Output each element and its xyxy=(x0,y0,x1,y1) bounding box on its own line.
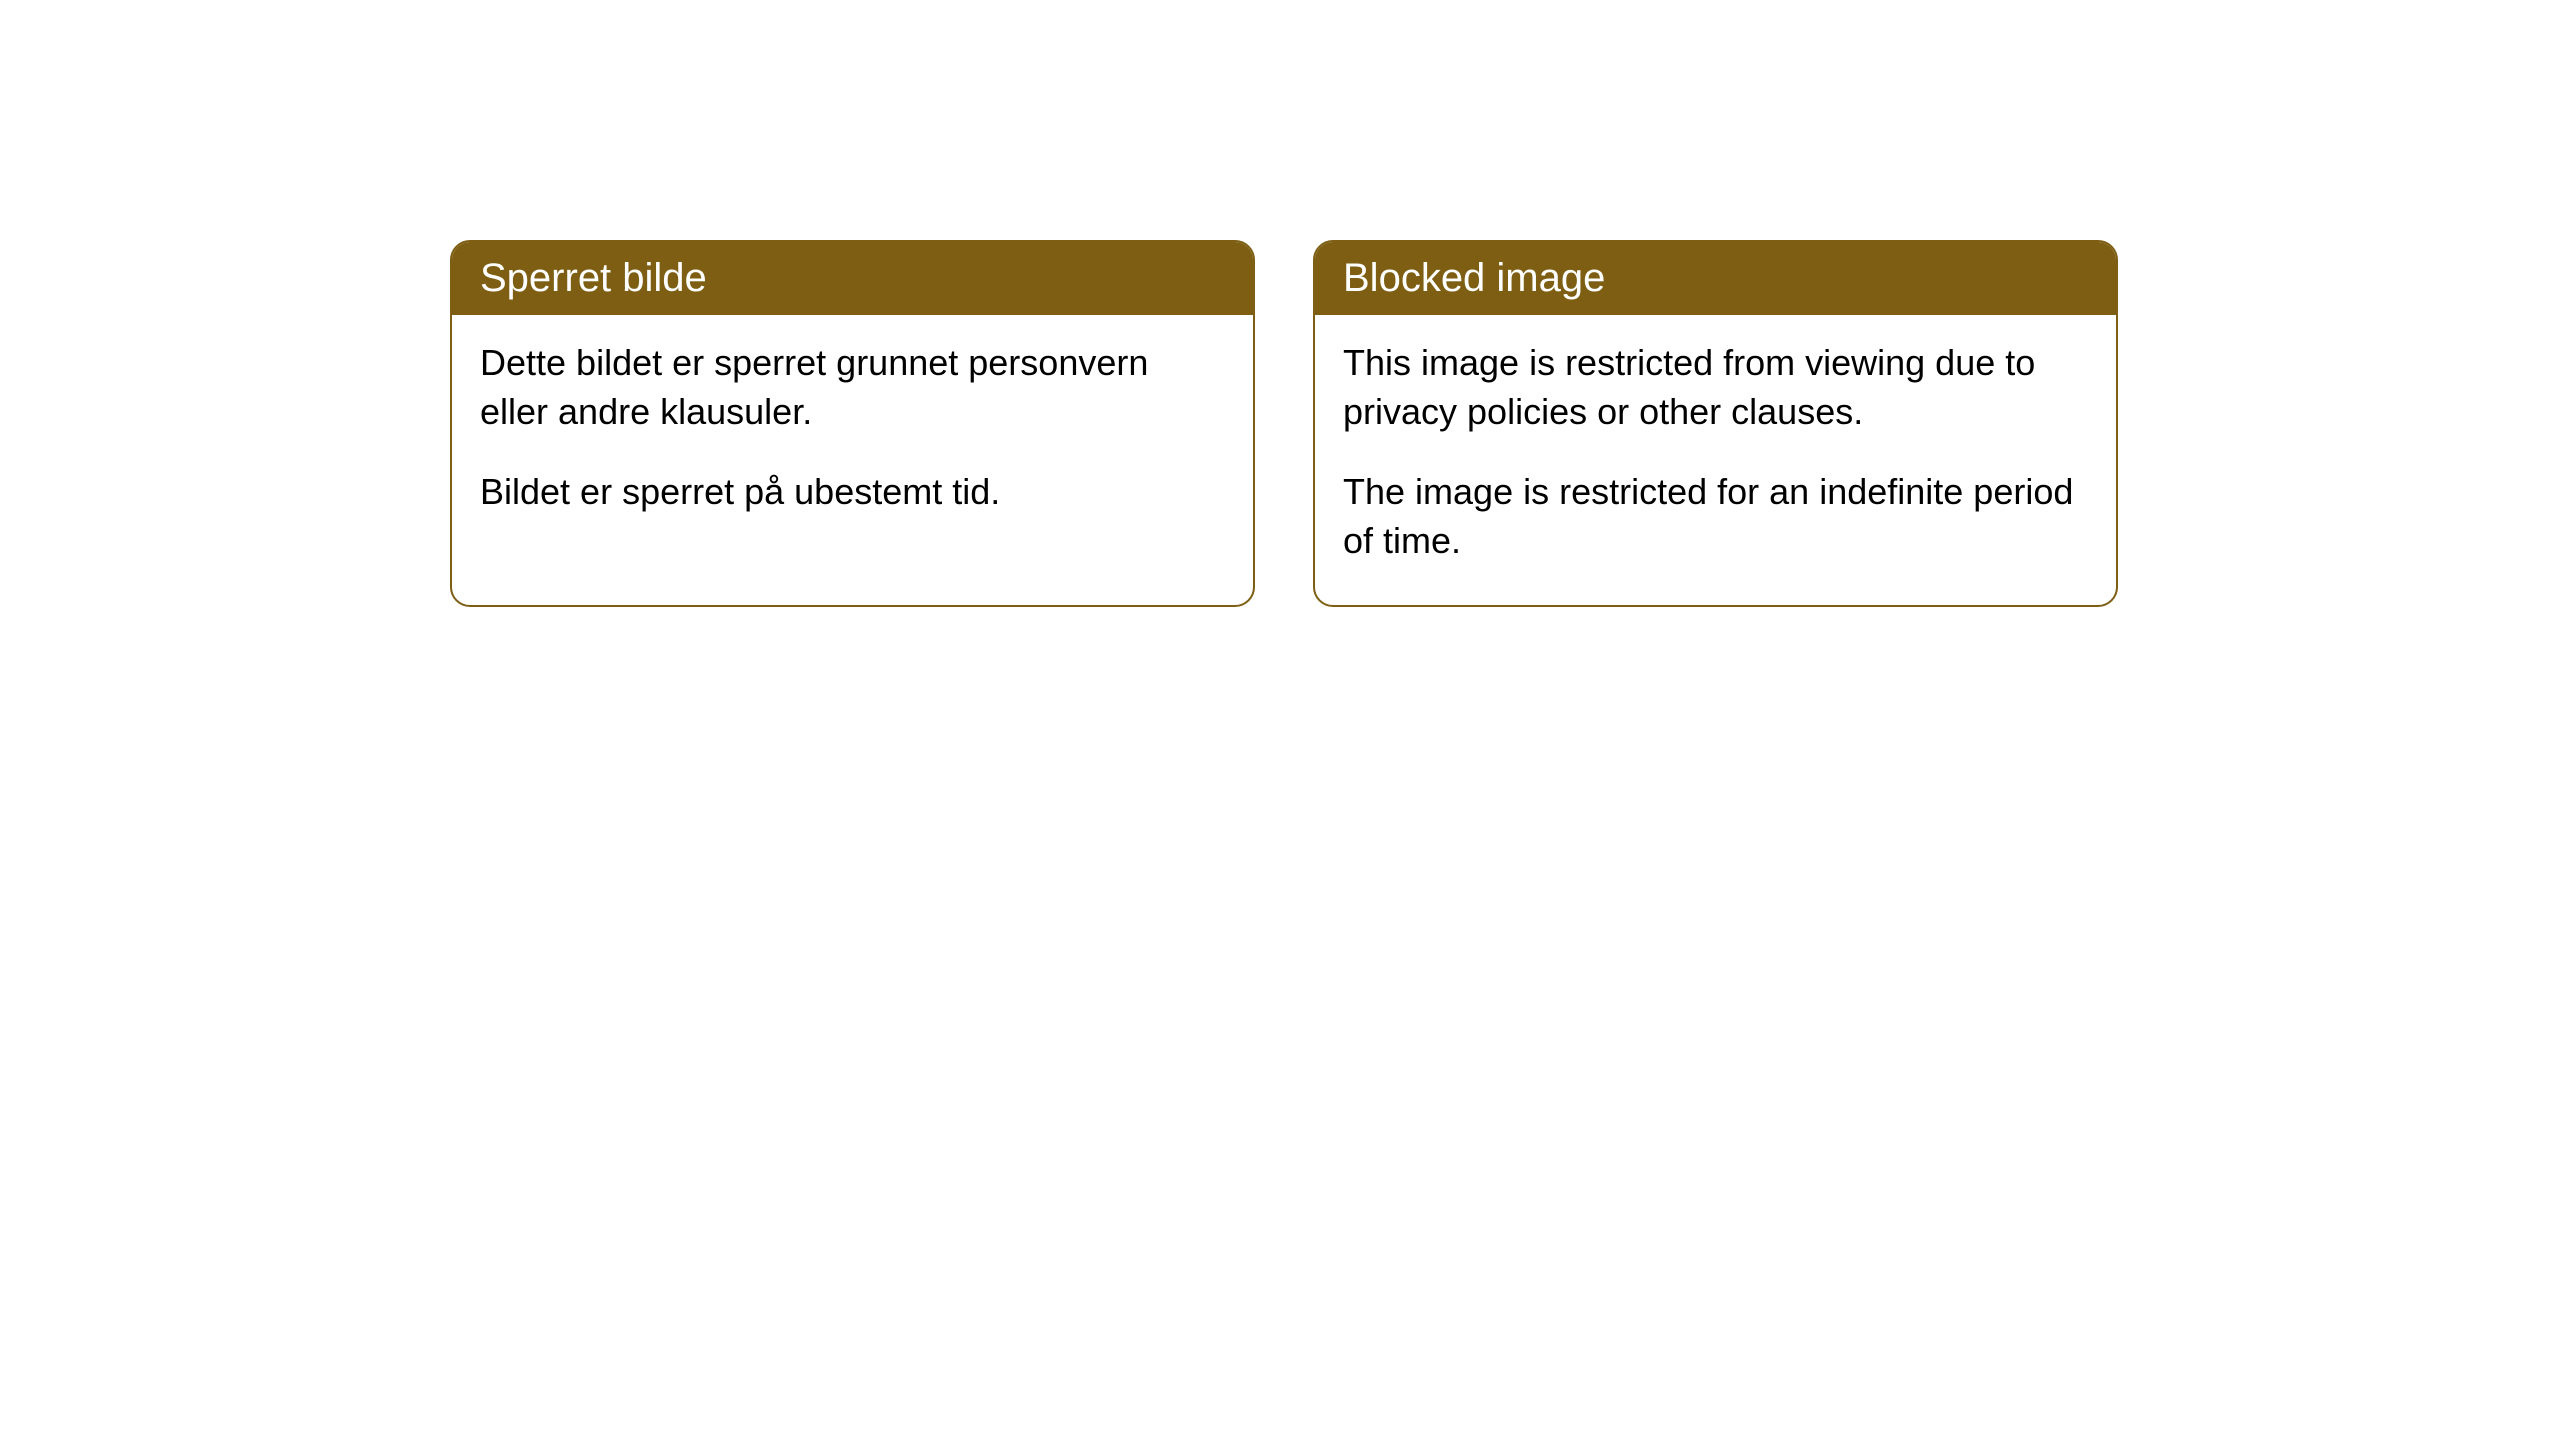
card-body-no: Dette bildet er sperret grunnet personve… xyxy=(452,315,1253,557)
cards-container: Sperret bilde Dette bildet er sperret gr… xyxy=(450,240,2118,607)
blocked-image-card-en: Blocked image This image is restricted f… xyxy=(1313,240,2118,607)
card-paragraph-1-en: This image is restricted from viewing du… xyxy=(1343,339,2088,436)
card-title-en: Blocked image xyxy=(1343,256,1605,300)
card-title-no: Sperret bilde xyxy=(480,256,707,300)
card-paragraph-1-no: Dette bildet er sperret grunnet personve… xyxy=(480,339,1225,436)
card-header-en: Blocked image xyxy=(1315,242,2116,315)
card-header-no: Sperret bilde xyxy=(452,242,1253,315)
card-paragraph-2-en: The image is restricted for an indefinit… xyxy=(1343,468,2088,565)
blocked-image-card-no: Sperret bilde Dette bildet er sperret gr… xyxy=(450,240,1255,607)
card-body-en: This image is restricted from viewing du… xyxy=(1315,315,2116,605)
card-paragraph-2-no: Bildet er sperret på ubestemt tid. xyxy=(480,468,1225,517)
